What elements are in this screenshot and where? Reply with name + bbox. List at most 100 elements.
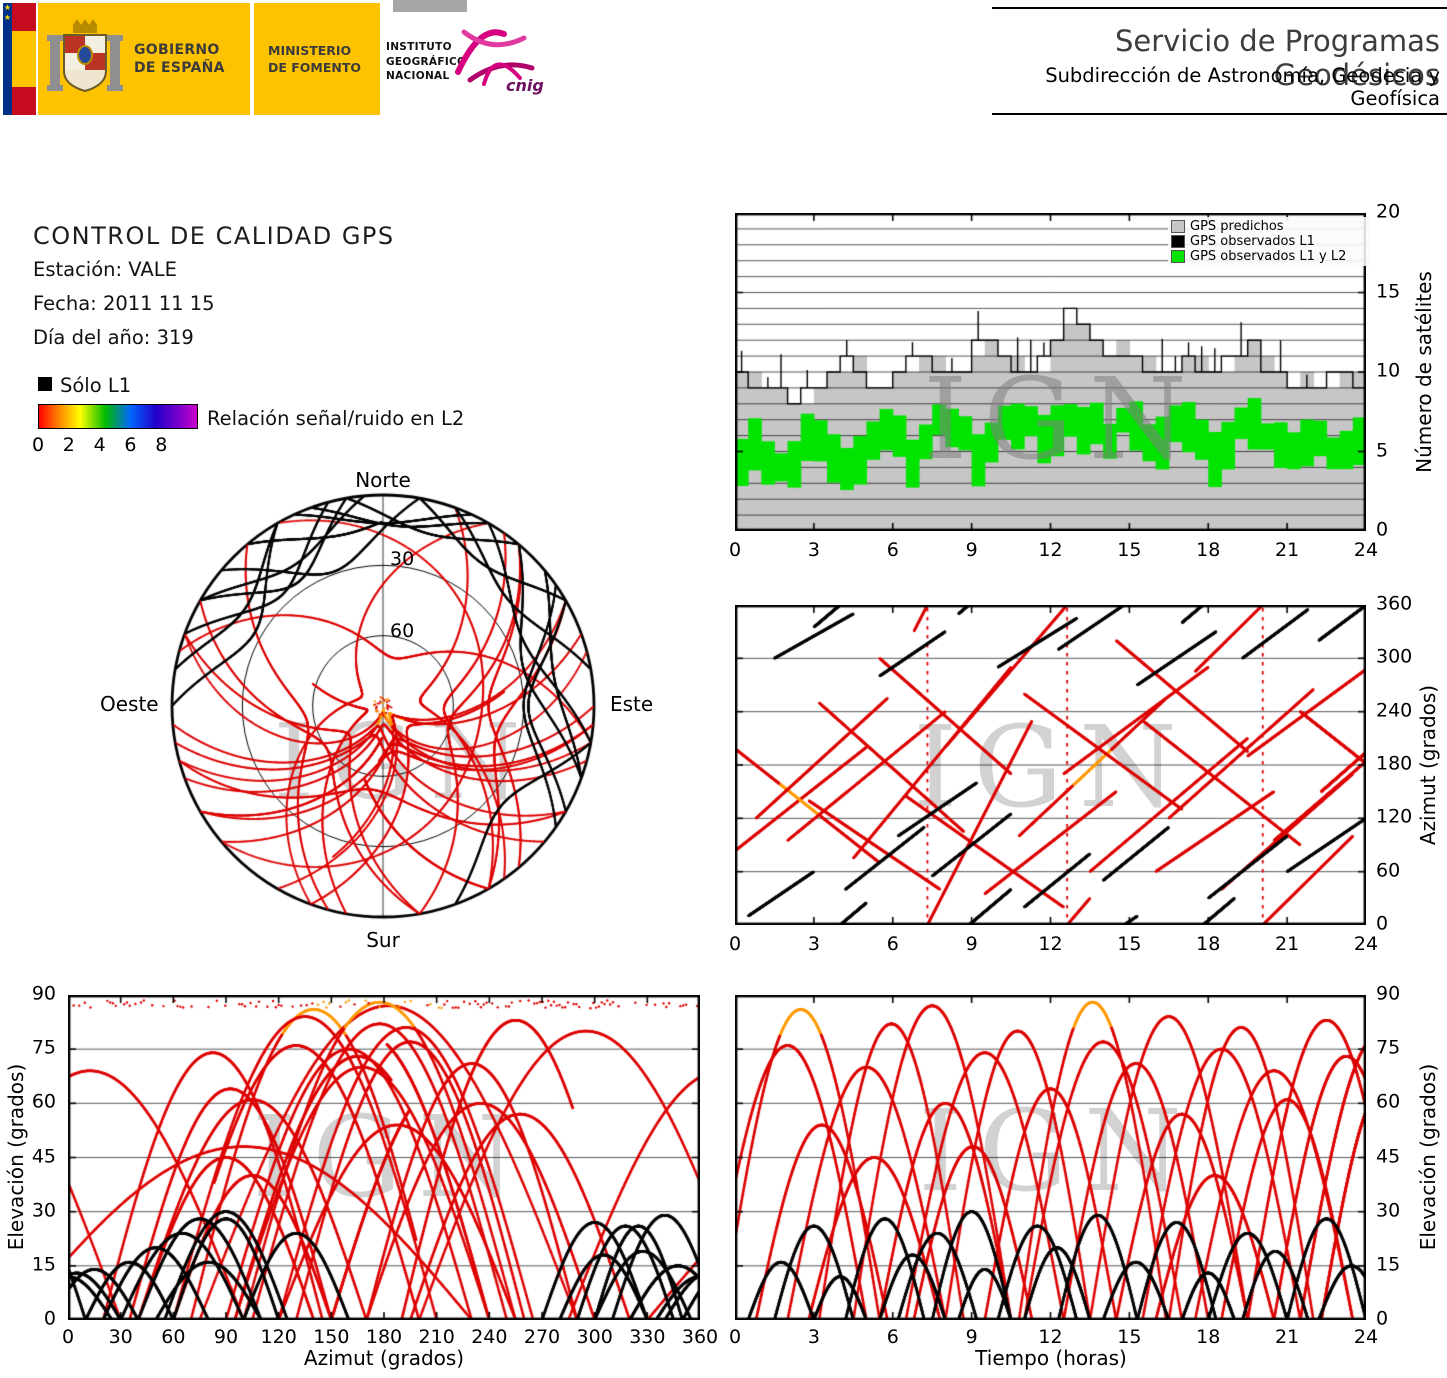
instituto-text: INSTITUTO GEOGRÁFICO NACIONAL — [386, 40, 466, 84]
tick-label: 90 — [213, 1326, 239, 1348]
elevation-azimuth-canvas — [68, 995, 700, 1320]
observed-l1l2-label: GPS observados L1 y L2 — [1190, 249, 1347, 264]
tick-label: 75 — [1376, 1036, 1401, 1059]
solo-l1-label: Sólo L1 — [60, 374, 132, 397]
date-line: Fecha: 2011 11 15 — [33, 292, 215, 315]
skyplot-north-label: Norte — [355, 468, 411, 492]
service-subtitle: Subdirección de Astronomía, Geodesia y G… — [1045, 64, 1440, 110]
tick-label: 5 — [1376, 439, 1389, 462]
tick-label: 0 — [728, 539, 742, 561]
snr-tick-label: 4 — [93, 434, 106, 456]
tick-label: 12 — [1038, 1326, 1063, 1348]
tick-label: 9 — [965, 539, 978, 561]
tick-label: 360 — [1376, 592, 1413, 615]
tick-label: 30 — [31, 1199, 56, 1222]
header: ★ ★ GOBIERNO DE ESPAÑA MI — [0, 0, 1447, 130]
tick-label: 15 — [1117, 1326, 1142, 1348]
tick-label: 10 — [1376, 359, 1401, 382]
page-title: CONTROL DE CALIDAD GPS — [33, 222, 395, 250]
tick-label: 120 — [260, 1326, 297, 1348]
cnig-scribble-icon — [455, 29, 535, 86]
azimuth-time-canvas — [735, 605, 1366, 925]
elevation-azimuth-yaxis-title: Elevación (grados) — [4, 1063, 28, 1251]
tick-label: 60 — [1376, 859, 1401, 882]
elevation-time-canvas — [735, 995, 1366, 1320]
tick-label: 120 — [1376, 805, 1413, 828]
tick-label: 15 — [31, 1253, 56, 1276]
predicted-label: GPS predichos — [1190, 219, 1284, 234]
tick-label: 6 — [886, 933, 899, 955]
tick-label: 9 — [965, 1326, 978, 1348]
elevation-time-xaxis-title: Tiempo (horas) — [975, 1346, 1127, 1370]
gobierno-text: GOBIERNO DE ESPAÑA — [134, 41, 225, 77]
tick-label: 0 — [728, 1326, 742, 1348]
tick-label: 12 — [1038, 539, 1063, 561]
skyplot-east-label: Este — [610, 692, 654, 716]
elevation-azimuth-chart: 0 30 60 90 120 150 180 210 240 270 300 330 360 0 15 30 4… — [32, 984, 718, 1346]
tick-label: 0 — [1376, 518, 1389, 541]
ministerio-line1: MINISTERIO — [268, 43, 352, 58]
skyplot-canvas — [168, 491, 598, 921]
tick-label: 9 — [965, 933, 978, 955]
tick-label: 330 — [629, 1326, 666, 1348]
day-of-year-line: Día del año: 319 — [33, 326, 194, 349]
tick-label: 300 — [1376, 645, 1413, 668]
tick-label: 45 — [31, 1145, 56, 1168]
snr-tick-label: 2 — [62, 434, 75, 456]
ministerio-line2: DE FOMENTO — [268, 59, 362, 75]
tick-label: 210 — [418, 1326, 455, 1348]
snr-colorbar — [38, 404, 198, 429]
tick-label: 30 — [1376, 1199, 1401, 1222]
tick-label: 360 — [681, 1326, 719, 1348]
ministerio-text: MINISTERIO DE FOMENTO — [268, 43, 361, 77]
skyplot-south-label: Sur — [366, 928, 400, 952]
elevation-time-yaxis-title: Elevación (grados) — [1416, 1063, 1440, 1251]
tick-label: 240 — [471, 1326, 508, 1348]
tick-label: 90 — [31, 982, 56, 1005]
flag-red-bottom — [12, 87, 36, 115]
azimuth-time-chart: 0 3 6 9 12 15 18 21 24 0 60 120 180 240 300 360 — [729, 594, 1412, 953]
tick-label: 15 — [1376, 280, 1401, 303]
tick-label: 0 — [1376, 912, 1389, 935]
snr-tick-label: 8 — [155, 434, 168, 456]
elevation-azimuth-xaxis-title: Azimut (grados) — [303, 1346, 465, 1370]
tick-label: 18 — [1196, 539, 1221, 561]
tick-label: 21 — [1275, 1326, 1300, 1348]
tick-label: 30 — [108, 1326, 133, 1348]
tick-label: 60 — [1376, 1090, 1401, 1113]
sat-count-legend: GPS predichos GPS observados L1 GPS obse… — [1168, 217, 1370, 266]
tick-label: 18 — [1196, 933, 1221, 955]
snr-tick-label: 6 — [124, 434, 137, 456]
small-gray-banner — [393, 0, 467, 12]
tick-label: 21 — [1275, 933, 1300, 955]
tick-label: 45 — [1376, 1145, 1401, 1168]
tick-label: 60 — [161, 1326, 186, 1348]
tick-label: 21 — [1275, 539, 1300, 561]
tick-label: 12 — [1038, 933, 1063, 955]
skyplot — [168, 491, 598, 921]
tick-label: 0 — [728, 933, 742, 955]
snr-tick-label: 0 — [31, 434, 45, 456]
tick-label: 0 — [61, 1326, 75, 1348]
observed-l1l2-swatch — [1171, 250, 1185, 263]
tick-label: 18 — [1196, 1326, 1221, 1348]
skyplot-ring60-label: 60 — [390, 620, 415, 642]
tick-label: 3 — [807, 1326, 820, 1348]
sat-count-chart: 0 3 6 9 12 15 18 21 24 0 5 10 15 20 — [729, 202, 1400, 559]
sat-count-yaxis-title: Número de satélites — [1412, 271, 1436, 473]
tick-label: 180 — [1376, 752, 1413, 775]
tick-label: 270 — [523, 1326, 561, 1348]
predicted-swatch — [1171, 220, 1185, 233]
station-line: Estación: VALE — [33, 258, 177, 281]
service-bottom-rule — [992, 113, 1447, 115]
elevation-time-chart: 0 3 6 9 12 15 18 21 24 0 15 30 45 60 75 90 — [729, 984, 1400, 1346]
service-top-rule — [992, 7, 1447, 9]
tick-label: 75 — [31, 1036, 56, 1059]
tick-label: 15 — [1117, 539, 1142, 561]
tick-label: 0 — [1376, 1307, 1389, 1330]
legend-row-predicted: GPS predichos — [1171, 219, 1367, 234]
tick-label: 3 — [807, 933, 820, 955]
eu-blue-strip: ★ ★ — [3, 3, 12, 115]
tick-label: 15 — [1117, 933, 1142, 955]
sat-count-canvas — [735, 213, 1366, 531]
